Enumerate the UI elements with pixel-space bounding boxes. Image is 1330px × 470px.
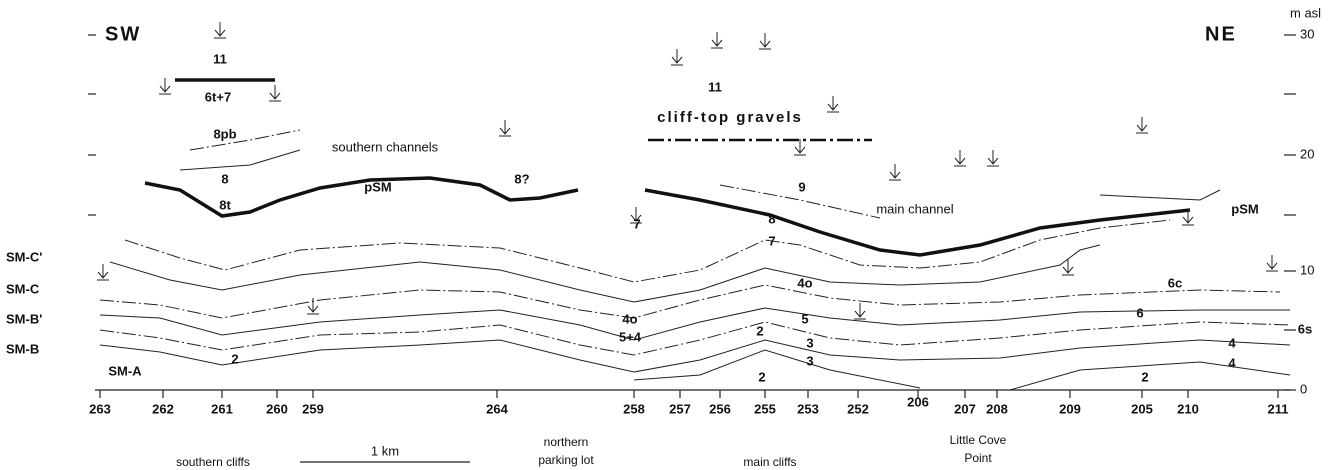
section-label: 262 bbox=[152, 401, 174, 416]
unit-label: 6c bbox=[1168, 275, 1182, 290]
locality: Point bbox=[964, 451, 992, 465]
unit-label: 5 bbox=[801, 311, 808, 326]
left-label: SM-B' bbox=[6, 311, 42, 326]
unit-label: 2 bbox=[758, 369, 765, 384]
unit-label: 8 bbox=[768, 211, 775, 226]
unit-label: 8? bbox=[514, 171, 529, 186]
locality: northern bbox=[544, 435, 589, 449]
unit-label: 6 bbox=[1136, 305, 1143, 320]
section-label: 255 bbox=[754, 401, 776, 416]
tick-label: 10 bbox=[1300, 262, 1314, 277]
section-label: 261 bbox=[211, 401, 233, 416]
left-label: SM-C bbox=[6, 281, 40, 296]
unit-label: 7 bbox=[633, 216, 640, 231]
tick-label: 0 bbox=[1300, 381, 1307, 396]
section-label: 256 bbox=[709, 401, 731, 416]
unit-label: cliff-top gravels bbox=[657, 109, 803, 126]
unit-label: 5+4 bbox=[619, 329, 642, 344]
section-label: 207 bbox=[954, 401, 976, 416]
section-label: 208 bbox=[986, 401, 1008, 416]
unit-label: 3 bbox=[806, 353, 813, 368]
section-label: 211 bbox=[1268, 401, 1289, 416]
unit-label: 2 bbox=[756, 323, 763, 338]
unit-label: 8t bbox=[219, 197, 231, 212]
section-label: 257 bbox=[669, 401, 691, 416]
tick-label: 20 bbox=[1300, 146, 1314, 161]
section-label: 252 bbox=[847, 401, 869, 416]
unit-label: main channel bbox=[876, 201, 953, 216]
section-label: 253 bbox=[797, 401, 819, 416]
section-label: 209 bbox=[1059, 401, 1081, 416]
ticks bbox=[88, 34, 1296, 391]
unit-label: 9 bbox=[798, 179, 805, 194]
direction-label: SW bbox=[105, 23, 141, 45]
unit-label: 6s bbox=[1298, 321, 1312, 336]
unit-label: 6t+7 bbox=[205, 89, 231, 104]
unit-label: 11 bbox=[708, 79, 722, 94]
tick-label: 30 bbox=[1300, 26, 1314, 41]
scale-label: 1 km bbox=[371, 443, 399, 458]
unit-label: pSM bbox=[364, 179, 391, 194]
unit-label: 4o bbox=[622, 311, 637, 326]
unit-label: pSM bbox=[1231, 201, 1258, 216]
unit-label: 8pb bbox=[213, 126, 236, 141]
unit-label: 3 bbox=[806, 335, 813, 350]
section-label: 210 bbox=[1177, 401, 1199, 416]
section-label: 258 bbox=[623, 401, 645, 416]
locality: Little Cove bbox=[950, 433, 1007, 447]
axis-unit: m asl bbox=[1290, 5, 1321, 20]
locality: southern cliffs bbox=[176, 455, 250, 469]
left-label: SM-B bbox=[6, 341, 39, 356]
section-label: 260 bbox=[266, 401, 288, 416]
unit-label: 2 bbox=[1141, 369, 1148, 384]
locality: parking lot bbox=[538, 453, 594, 467]
unit-label: 4 bbox=[1228, 335, 1236, 350]
section-label: 263 bbox=[89, 401, 111, 416]
section-label: 259 bbox=[302, 401, 324, 416]
left-label: SM-C' bbox=[6, 249, 42, 264]
unit-label: 8 bbox=[221, 171, 228, 186]
locality: main cliffs bbox=[743, 455, 796, 469]
section-label: 264 bbox=[486, 401, 508, 416]
symbols bbox=[96, 21, 1279, 320]
section-label: 205 bbox=[1131, 401, 1153, 416]
unit-label: SM-A bbox=[108, 363, 142, 378]
strata bbox=[99, 78, 1291, 391]
unit-label: 4 bbox=[1228, 355, 1236, 370]
unit-label: 11 bbox=[213, 51, 227, 66]
unit-label: 2 bbox=[231, 351, 238, 366]
unit-label: southern channels bbox=[332, 139, 439, 154]
direction-label: NE bbox=[1205, 23, 1237, 45]
section-label: 206 bbox=[907, 394, 929, 409]
unit-label: 4o bbox=[797, 275, 812, 290]
unit-label: 7 bbox=[768, 233, 775, 248]
